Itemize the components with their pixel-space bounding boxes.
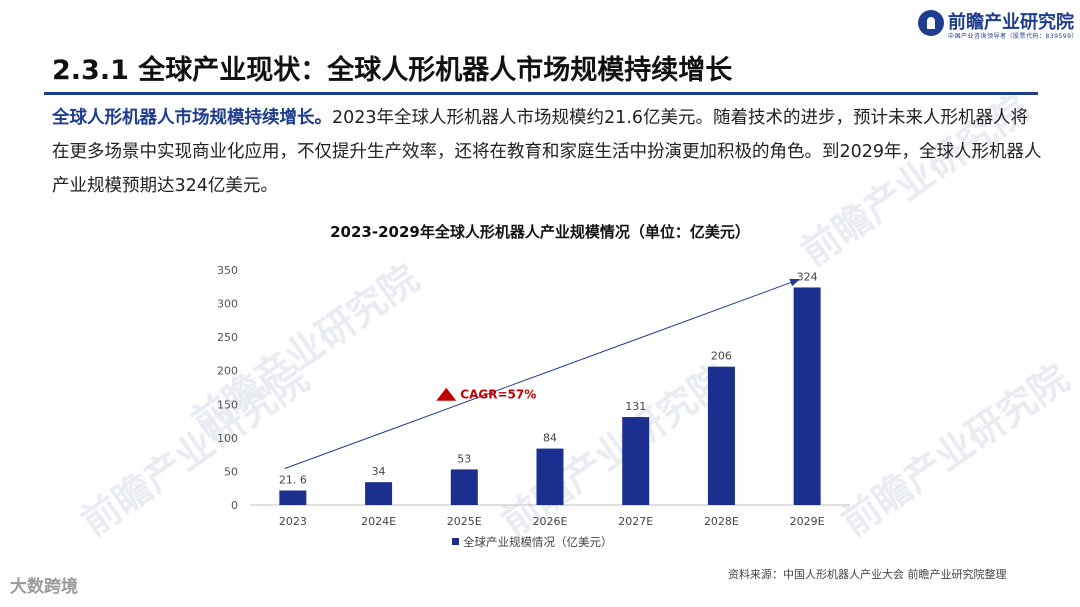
legend-swatch bbox=[452, 538, 459, 545]
y-tick-label: 150 bbox=[217, 398, 238, 411]
source-note: 资料来源：中国人形机器人产业大会 前瞻产业研究院整理 bbox=[728, 568, 1007, 581]
bar bbox=[365, 482, 393, 505]
bar bbox=[622, 417, 650, 505]
body-lead: 全球人形机器人市场规模持续增长。 bbox=[52, 108, 332, 128]
logo-name: 前瞻产业研究院 bbox=[948, 12, 1074, 33]
trend-arrow bbox=[284, 278, 801, 469]
logo-subtitle: 中国产业咨询领导者（股票代码：839599） bbox=[948, 33, 1078, 40]
data-label: 21. 6 bbox=[279, 473, 307, 486]
bar bbox=[536, 448, 564, 505]
page-title: 2.3.1 全球产业现状：全球人形机器人市场规模持续增长 bbox=[52, 55, 733, 86]
data-label: 131 bbox=[625, 400, 646, 413]
logo-icon bbox=[918, 10, 944, 36]
bar bbox=[707, 366, 735, 505]
bar bbox=[793, 287, 821, 505]
y-tick-label: 300 bbox=[217, 298, 238, 311]
data-label: 53 bbox=[457, 452, 471, 465]
x-tick-label: 2026E bbox=[533, 515, 568, 528]
data-label: 206 bbox=[711, 350, 732, 363]
y-tick-label: 50 bbox=[224, 465, 238, 478]
triangle-up-icon bbox=[436, 387, 457, 401]
corner-badge: 大数跨境 bbox=[10, 577, 78, 597]
x-tick-label: 2029E bbox=[790, 515, 825, 528]
y-tick-label: 200 bbox=[217, 365, 238, 378]
x-tick-label: 2024E bbox=[361, 515, 396, 528]
bar bbox=[279, 490, 307, 505]
chart-title: 2023-2029年全球人形机器人产业规模情况（单位：亿美元） bbox=[330, 223, 750, 241]
y-tick-label: 100 bbox=[217, 432, 238, 445]
body-text: 2023年全球人形机器人市场规模约21.6亿美元。随着技术的进步，预计未来人形机… bbox=[52, 108, 1042, 196]
y-tick-label: 250 bbox=[217, 331, 238, 344]
bar bbox=[450, 469, 478, 505]
x-tick-label: 2025E bbox=[447, 515, 482, 528]
brand-logo: 前瞻产业研究院 中国产业咨询领导者（股票代码：839599） bbox=[918, 6, 1077, 42]
y-tick-label: 350 bbox=[217, 264, 238, 277]
x-tick-label: 2023 bbox=[279, 515, 307, 528]
data-label: 324 bbox=[797, 270, 818, 283]
x-tick-label: 2028E bbox=[704, 515, 739, 528]
cagr-annotation: CAGR=57% bbox=[460, 388, 536, 402]
legend-label: 全球产业规模情况（亿美元） bbox=[463, 535, 613, 549]
data-label: 84 bbox=[543, 432, 557, 445]
y-tick-label: 0 bbox=[231, 499, 238, 512]
data-label: 34 bbox=[372, 465, 386, 478]
title-divider bbox=[44, 92, 1038, 95]
x-tick-label: 2027E bbox=[618, 515, 653, 528]
body-paragraph: 全球人形机器人市场规模持续增长。2023年全球人形机器人市场规模约21.6亿美元… bbox=[52, 101, 1042, 203]
